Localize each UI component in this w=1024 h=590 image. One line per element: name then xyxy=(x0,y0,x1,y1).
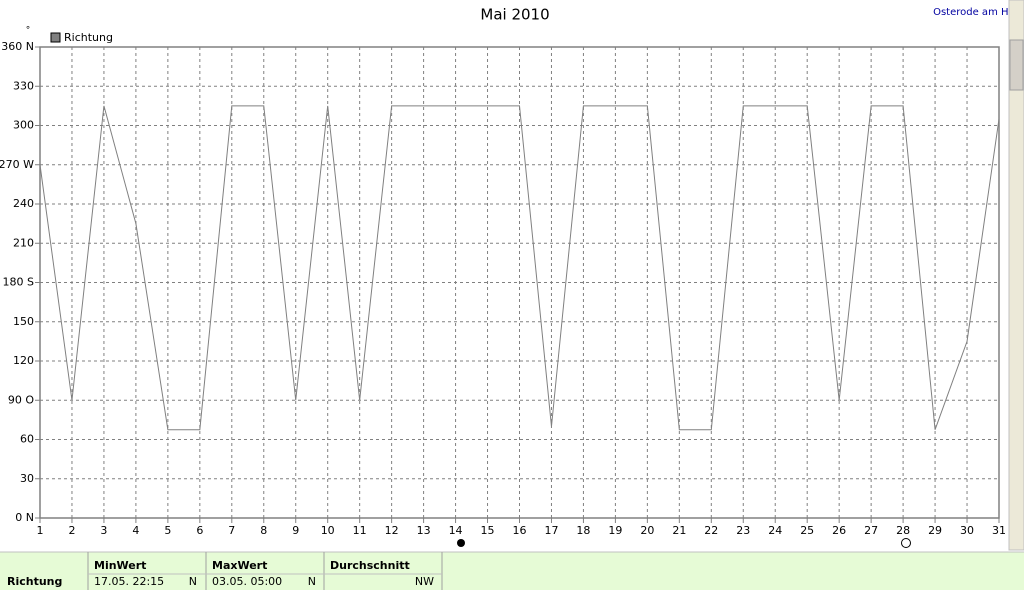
x-tick-label: 10 xyxy=(321,524,335,537)
x-tick-label: 9 xyxy=(292,524,299,537)
x-tick-label: 19 xyxy=(608,524,622,537)
min-time: 17.05. 22:15 xyxy=(94,575,164,588)
plot-frame xyxy=(39,46,1000,519)
x-tick-label: 13 xyxy=(417,524,431,537)
x-tick-label: 25 xyxy=(800,524,814,537)
x-tick-label: 30 xyxy=(960,524,974,537)
x-tick-label: 16 xyxy=(513,524,527,537)
y-tick-label: 90 O xyxy=(8,393,34,406)
avg-dir: NW xyxy=(415,575,434,588)
x-tick-label: 12 xyxy=(385,524,399,537)
y-label: ° xyxy=(26,26,31,36)
stats-panel xyxy=(0,552,1024,590)
x-tick-label: 17 xyxy=(544,524,558,537)
y-tick-label: 330 xyxy=(13,79,34,92)
chart-title: Mai 2010 xyxy=(480,6,549,24)
x-tick-label: 4 xyxy=(132,524,139,537)
x-tick-label: 18 xyxy=(576,524,590,537)
y-tick-label: 270 W xyxy=(0,158,34,171)
y-tick-label: 240 xyxy=(13,197,34,210)
y-tick-label: 210 xyxy=(13,236,34,249)
col-header: MinWert xyxy=(94,559,146,572)
scrollbar-thumb[interactable] xyxy=(1009,39,1024,91)
x-tick-label: 5 xyxy=(164,524,171,537)
x-tick-label: 23 xyxy=(736,524,750,537)
max-time: 03.05. 05:00 xyxy=(212,575,282,588)
x-tick-label: 27 xyxy=(864,524,878,537)
x-tick-label: 6 xyxy=(196,524,203,537)
legend-swatch xyxy=(50,32,61,43)
x-tick-label: 15 xyxy=(481,524,495,537)
x-tick-label: 21 xyxy=(672,524,686,537)
x-tick-label: 29 xyxy=(928,524,942,537)
col-header: MaxWert xyxy=(212,559,267,572)
legend-label: Richtung xyxy=(64,31,113,44)
series-line xyxy=(39,105,1000,431)
y-tick-label: 150 xyxy=(13,315,34,328)
y-tick-label: 300 xyxy=(13,119,34,132)
x-tick-label: 22 xyxy=(704,524,718,537)
y-tick-label: 180 S xyxy=(3,276,34,289)
max-dir: N xyxy=(308,575,316,588)
x-tick-label: 8 xyxy=(260,524,267,537)
x-tick-label: 3 xyxy=(100,524,107,537)
x-tick-label: 1 xyxy=(37,524,44,537)
x-tick-label: 24 xyxy=(768,524,782,537)
row-label: Richtung xyxy=(7,575,62,588)
x-tick-label: 20 xyxy=(640,524,654,537)
x-tick-label: 2 xyxy=(68,524,75,537)
y-tick-label: 360 N xyxy=(1,40,34,53)
moon-new xyxy=(901,538,911,548)
x-tick-label: 14 xyxy=(449,524,463,537)
x-tick-label: 28 xyxy=(896,524,910,537)
min-dir: N xyxy=(189,575,197,588)
x-tick-label: 11 xyxy=(353,524,367,537)
x-tick-label: 7 xyxy=(228,524,235,537)
x-tick-label: 26 xyxy=(832,524,846,537)
location: Osterode am Harz xyxy=(933,7,1024,18)
y-tick-label: 120 xyxy=(13,354,34,367)
moon-full xyxy=(457,539,465,547)
x-tick-label: 31 xyxy=(992,524,1006,537)
y-tick-label: 60 xyxy=(20,433,34,446)
y-tick-label: 30 xyxy=(20,472,34,485)
y-tick-label: 0 N xyxy=(15,511,34,524)
scrollbar[interactable] xyxy=(1008,0,1024,551)
col-header: Durchschnitt xyxy=(330,559,410,572)
